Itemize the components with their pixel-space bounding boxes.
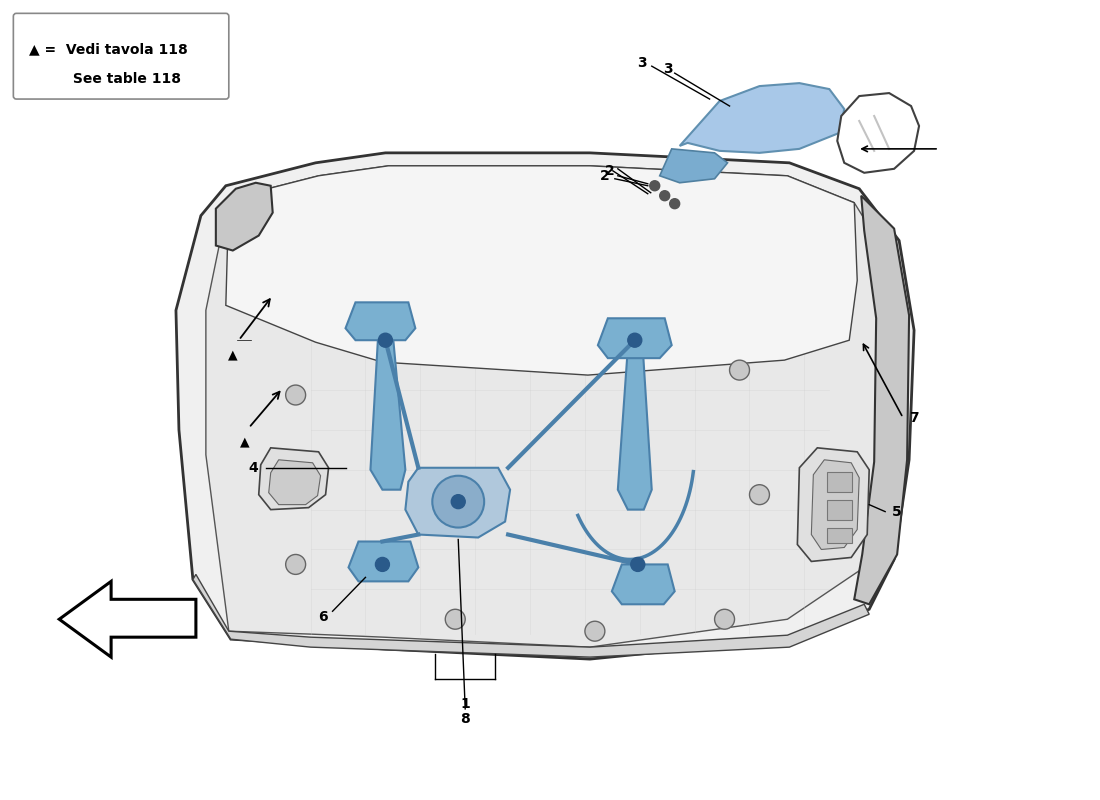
Circle shape: [585, 622, 605, 641]
Bar: [827, 500, 853, 519]
Polygon shape: [192, 574, 869, 657]
Text: 7: 7: [910, 411, 918, 425]
Circle shape: [670, 198, 680, 209]
Circle shape: [729, 360, 749, 380]
Circle shape: [628, 334, 641, 347]
Circle shape: [286, 385, 306, 405]
Circle shape: [715, 610, 735, 630]
Polygon shape: [406, 468, 510, 538]
Polygon shape: [837, 93, 920, 173]
Polygon shape: [268, 460, 320, 505]
Circle shape: [749, 485, 769, 505]
FancyBboxPatch shape: [13, 14, 229, 99]
Circle shape: [446, 610, 465, 630]
Bar: [827, 472, 853, 492]
Polygon shape: [349, 542, 418, 582]
Text: ▲ =  Vedi tavola 118: ▲ = Vedi tavola 118: [30, 42, 188, 56]
Polygon shape: [206, 166, 887, 647]
Text: eurocarparts: eurocarparts: [196, 302, 804, 538]
Text: 3: 3: [637, 56, 647, 70]
Bar: [827, 527, 853, 542]
Polygon shape: [798, 448, 869, 562]
Text: 6: 6: [318, 610, 328, 624]
Circle shape: [375, 558, 389, 571]
Polygon shape: [371, 330, 406, 490]
Polygon shape: [216, 182, 273, 250]
Circle shape: [286, 554, 306, 574]
Polygon shape: [258, 448, 329, 510]
Text: 8: 8: [460, 712, 470, 726]
Circle shape: [432, 476, 484, 527]
Polygon shape: [176, 153, 914, 659]
Polygon shape: [59, 582, 196, 657]
Circle shape: [630, 558, 645, 571]
Polygon shape: [612, 565, 674, 604]
Polygon shape: [345, 302, 416, 340]
Text: a passion since1985: a passion since1985: [340, 470, 620, 570]
Text: 1: 1: [460, 697, 470, 711]
Circle shape: [660, 190, 670, 201]
Polygon shape: [855, 196, 909, 604]
Text: ▲: ▲: [240, 436, 250, 449]
Polygon shape: [812, 460, 859, 550]
Circle shape: [378, 334, 393, 347]
Polygon shape: [680, 83, 845, 153]
Polygon shape: [226, 166, 857, 375]
Polygon shape: [660, 149, 727, 182]
Text: See table 118: See table 118: [30, 72, 182, 86]
Polygon shape: [598, 318, 672, 358]
Text: ▲: ▲: [228, 348, 238, 361]
Circle shape: [650, 181, 660, 190]
Text: 4: 4: [248, 461, 257, 474]
Text: 2: 2: [600, 169, 609, 182]
Circle shape: [451, 494, 465, 509]
Polygon shape: [618, 348, 651, 510]
Text: 2: 2: [605, 164, 615, 178]
Text: 5: 5: [892, 505, 902, 518]
Text: 3: 3: [663, 62, 672, 76]
